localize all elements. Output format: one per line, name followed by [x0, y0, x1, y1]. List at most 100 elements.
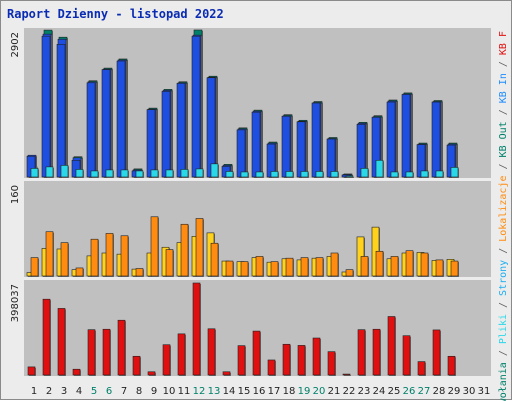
bar-kbout-day-19: [300, 257, 309, 277]
bar-rect: [390, 256, 399, 277]
top-day-24-bars: [371, 115, 384, 178]
top-day-23-bars: [356, 121, 369, 178]
bar-kbf-day-9: [147, 371, 156, 376]
bar-kbf-day-26: [402, 335, 411, 376]
top-day-7-bars: [116, 58, 129, 178]
bar-files-day-13: [210, 163, 219, 178]
bar-files-day-3: [60, 165, 69, 178]
middle-day-9-bars: [146, 216, 159, 277]
day-tick-label: 22: [343, 386, 356, 397]
bar-kbf-day-28: [432, 329, 441, 376]
top-day-3-bars: [56, 36, 69, 179]
bar-rect: [161, 91, 171, 178]
middle-day-17-bars: [266, 261, 279, 277]
bar-visits-day-16: [251, 111, 261, 178]
bar-rect: [180, 169, 189, 178]
panel-middle: 160: [10, 181, 491, 277]
top-day-6-bars: [101, 67, 114, 178]
bar-kbout-day-2: [45, 231, 54, 277]
bar-rect: [405, 171, 414, 178]
bar-visits-day-13: [206, 77, 216, 178]
bar-rect: [195, 168, 204, 178]
bar-rect: [237, 345, 246, 376]
bar-files-day-21: [330, 171, 339, 178]
top-day-13-bars: [206, 75, 219, 178]
middle-day-10-bars: [161, 246, 174, 277]
bar-kbout-day-15: [240, 261, 249, 277]
bar-rect: [251, 111, 261, 178]
bar-rect: [150, 169, 159, 178]
bar-rect: [296, 121, 306, 178]
bar-visits-day-11: [176, 82, 186, 178]
bar-files-day-20: [315, 171, 324, 178]
middle-day-16-bars: [251, 256, 264, 277]
bar-kbf-day-4: [72, 368, 81, 376]
bar-rect: [311, 102, 321, 178]
middle-day-2-bars: [41, 231, 54, 277]
bar-rect: [450, 167, 459, 178]
panel-bottom: 398037: [10, 280, 491, 376]
top-day-22-bars: [341, 173, 354, 178]
panel-top: 2902: [10, 28, 491, 179]
bar-rect: [285, 171, 294, 178]
day-tick-label: 8: [136, 386, 142, 397]
legend-entry: Strony: [498, 260, 509, 296]
top-day-5-bars: [86, 80, 99, 178]
bar-rect: [206, 77, 216, 178]
bar-files-day-15: [240, 171, 249, 178]
day-tick-label: 14: [223, 386, 236, 397]
bar-kbf-day-3: [57, 308, 66, 376]
bar-rect: [281, 115, 291, 178]
day-tick-label: 27: [418, 386, 431, 397]
bar-rect: [56, 43, 66, 178]
day-tick-label: 21: [328, 386, 341, 397]
bar-kbout-day-12: [195, 218, 204, 277]
bar-rect: [180, 223, 189, 277]
bar-kbf-day-13: [207, 328, 216, 376]
bar-rect: [135, 268, 144, 277]
legend-vertical: Wywołania / Pliki / Strony / Lokalizacje…: [498, 31, 509, 401]
middle-day-8-bars: [131, 268, 144, 277]
middle-day-15-bars: [236, 261, 249, 277]
bar-kbout-day-9: [150, 216, 159, 277]
middle-day-6-bars: [101, 233, 114, 277]
bar-rect: [45, 166, 54, 178]
top-day-15-bars: [236, 127, 249, 178]
bar-files-day-11: [180, 169, 189, 178]
bar-visits-day-20: [311, 102, 321, 178]
middle-day-3-bars: [56, 242, 69, 277]
bar-kbf-day-17: [267, 359, 276, 376]
day-tick-label: 18: [283, 386, 296, 397]
bar-files-day-24: [375, 159, 384, 178]
bar-rect: [405, 250, 414, 277]
day-tick-label: 11: [178, 386, 191, 397]
bar-files-day-23: [360, 168, 369, 178]
bar-kbout-day-29: [450, 260, 459, 277]
bar-kbout-day-23: [360, 256, 369, 277]
top-day-26-bars: [401, 92, 414, 178]
bar-rect: [30, 168, 39, 178]
day-tick-label: 9: [151, 386, 157, 397]
bar-files-day-19: [300, 171, 309, 178]
bar-kbout-day-1: [30, 257, 39, 277]
bar-rect: [312, 337, 321, 376]
top-day-29-bars: [446, 142, 459, 178]
bar-rect: [41, 35, 51, 178]
bar-kbout-day-21: [330, 252, 339, 277]
bar-files-day-29: [450, 167, 459, 178]
legend-entry: /: [498, 157, 509, 175]
bar-rect: [360, 168, 369, 178]
bar-kbout-day-27: [420, 252, 429, 277]
bar-rect: [147, 371, 156, 376]
bar-rect: [300, 257, 309, 277]
bar-rect: [146, 109, 156, 178]
day-tick-label: 5: [91, 386, 97, 397]
top-day-25-bars: [386, 99, 399, 178]
day-tick-label: 12: [193, 386, 206, 397]
top-day-1-bars: [26, 154, 39, 178]
bar-files-day-25: [390, 171, 399, 178]
bar-visits-day-3: [56, 43, 66, 178]
bar-visits-day-9: [146, 109, 156, 178]
bar-rect: [315, 257, 324, 277]
